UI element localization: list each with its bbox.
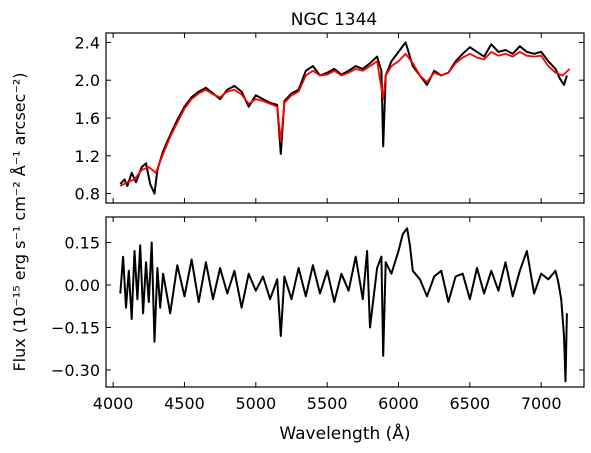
bottom-y-tick-label: 0.00 — [64, 276, 100, 295]
bottom-panel-y-ticks: 0.15 0.00 −0.15 −0.30 — [51, 234, 584, 380]
bottom-panel-series — [119, 227, 568, 383]
bottom-x-tick-label: 7000 — [521, 394, 562, 413]
bottom-y-tick-label: 0.15 — [64, 234, 100, 253]
bottom-x-tick-label: 5500 — [307, 394, 348, 413]
chart-title: NGC 1344 — [291, 10, 377, 30]
bottom-panel: 0.15 0.00 −0.15 −0.30 4000 4500 5000 5500 6000 6… — [51, 216, 585, 413]
bottom-x-tick-label: 6500 — [449, 394, 490, 413]
bottom-panel-frame — [105, 216, 585, 388]
bottom-panel-x-ticks: 4000 4500 5000 5500 6000 6500 7000 — [93, 217, 562, 413]
top-y-tick-label: 0.8 — [75, 185, 100, 204]
top-series-line-0 — [119, 41, 568, 195]
top-y-tick-label: 2.4 — [75, 33, 100, 52]
top-panel-series — [119, 41, 571, 195]
bottom-y-tick-label: −0.30 — [51, 361, 100, 380]
bottom-x-tick-label: 5000 — [235, 394, 276, 413]
top-y-tick-label: 2.0 — [75, 71, 100, 90]
bottom-x-tick-label: 4500 — [164, 394, 205, 413]
top-series-line-1 — [119, 51, 571, 187]
bottom-x-tick-label: 4000 — [93, 394, 134, 413]
top-y-tick-label: 1.2 — [75, 147, 100, 166]
bottom-y-tick-label: −0.15 — [51, 319, 100, 338]
top-panel-y-ticks: 0.8 1.2 1.6 2.0 2.4 — [75, 33, 584, 204]
top-panel-x-ticks — [112, 33, 542, 203]
bottom-x-tick-label: 6000 — [378, 394, 419, 413]
x-axis-label: Wavelength (Å) — [279, 422, 410, 444]
top-panel: 0.8 1.2 1.6 2.0 2.4 — [75, 32, 585, 204]
y-axis-label: Flux (10⁻¹⁵ erg s⁻¹ cm⁻² Å⁻¹ arcsec⁻²) — [10, 72, 29, 371]
top-y-tick-label: 1.6 — [75, 109, 100, 128]
bottom-series-line-0 — [119, 227, 568, 383]
